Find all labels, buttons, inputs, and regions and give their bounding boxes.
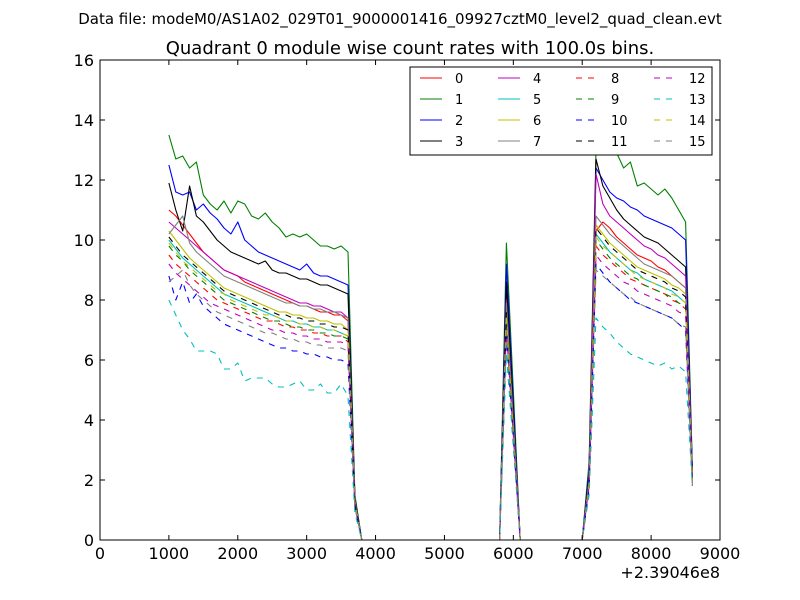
x-tick-label: 3000 — [286, 544, 327, 563]
x-tick-label: 0 — [95, 544, 105, 563]
chart-title: Quadrant 0 module wise count rates with … — [166, 38, 655, 59]
x-tick-label: 9000 — [700, 544, 741, 563]
y-tick-label: 6 — [84, 351, 94, 370]
x-tick-label: 7000 — [562, 544, 603, 563]
y-tick-label: 14 — [74, 111, 94, 130]
figure-suptitle: Data file: modeM0/AS1A02_029T01_90000014… — [78, 10, 722, 29]
y-tick-label: 16 — [74, 51, 94, 70]
legend-label-3: 3 — [455, 135, 463, 150]
series-group — [168, 113, 693, 540]
y-tick-label: 10 — [74, 231, 94, 250]
legend-label-9: 9 — [611, 93, 619, 108]
legend-label-4: 4 — [533, 72, 541, 87]
legend-box — [409, 66, 713, 156]
legend-label-6: 6 — [533, 114, 541, 129]
x-tick-label: 2000 — [217, 544, 258, 563]
x-tick-label: 8000 — [631, 544, 672, 563]
legend-label-2: 2 — [455, 114, 463, 129]
series-line-1 — [168, 113, 693, 540]
x-tick-label: 5000 — [424, 544, 465, 563]
x-tick-label: 1000 — [149, 544, 190, 563]
plot-area: 0 1000 2000 3000 4000 5000 6000 7000 8000 9000 0 2 4… — [74, 51, 741, 563]
series-line-15 — [168, 269, 693, 540]
y-tick-label: 4 — [84, 411, 94, 430]
series-line-13 — [168, 299, 693, 540]
legend-label-8: 8 — [611, 72, 619, 87]
y-tick-label: 0 — [84, 531, 94, 550]
legend-label-15: 15 — [689, 135, 706, 150]
legend-label-7: 7 — [533, 135, 541, 150]
y-tick-label: 12 — [74, 171, 94, 190]
x-tick-label: 4000 — [355, 544, 396, 563]
series-line-10 — [168, 263, 693, 540]
y-tick-label: 8 — [84, 291, 94, 310]
legend-label-10: 10 — [611, 114, 628, 129]
y-tick-label: 2 — [84, 471, 94, 490]
legend-label-13: 13 — [689, 93, 706, 108]
legend-label-1: 1 — [455, 93, 463, 108]
x-offset-label: +2.39046e8 — [620, 563, 720, 582]
legend-label-0: 0 — [455, 72, 463, 87]
legend-label-5: 5 — [533, 93, 541, 108]
series-line-8 — [168, 245, 693, 540]
legend-label-14: 14 — [689, 114, 706, 129]
x-tick-label: 6000 — [493, 544, 534, 563]
series-line-11 — [168, 227, 693, 540]
legend-label-12: 12 — [689, 72, 706, 87]
legend-label-11: 11 — [611, 135, 628, 150]
